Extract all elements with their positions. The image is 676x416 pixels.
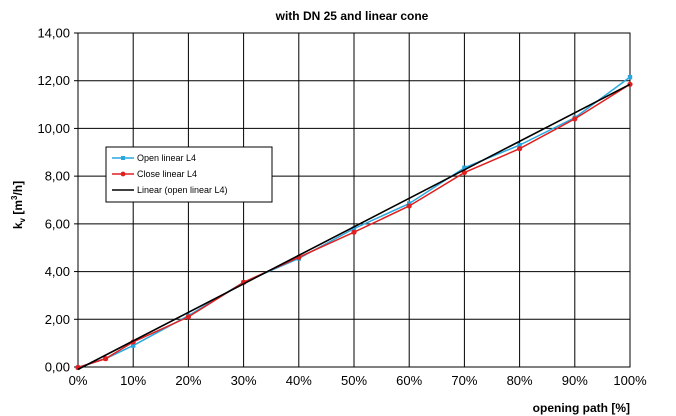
y-tick-label: 0,00 bbox=[45, 360, 70, 375]
x-tick-label: 50% bbox=[341, 373, 367, 388]
y-tick-label: 2,00 bbox=[45, 312, 70, 327]
series-1 bbox=[75, 81, 633, 371]
x-tick-label: 100% bbox=[613, 373, 647, 388]
y-tick-label: 12,00 bbox=[37, 73, 70, 88]
x-tick-label: 90% bbox=[562, 373, 588, 388]
legend-label: Close linear L4 bbox=[137, 169, 197, 179]
y-tick-label: 14,00 bbox=[37, 26, 70, 41]
series-line bbox=[77, 83, 631, 369]
plot-frame bbox=[77, 32, 631, 368]
series-line bbox=[77, 83, 631, 371]
x-tick-label: 0% bbox=[69, 373, 88, 388]
x-tick-label: 80% bbox=[507, 373, 533, 388]
y-tick-label: 4,00 bbox=[45, 264, 70, 279]
legend-swatch-marker bbox=[121, 156, 125, 160]
legend-label: Linear (open linear L4) bbox=[137, 185, 228, 195]
data-point bbox=[572, 116, 578, 122]
series-line bbox=[77, 76, 631, 369]
y-tick-label: 10,00 bbox=[37, 121, 70, 136]
data-point bbox=[627, 74, 633, 80]
data-point bbox=[103, 356, 109, 362]
legend-swatch-marker bbox=[120, 171, 126, 177]
data-point bbox=[351, 226, 357, 231]
legend: Open linear L4 Close linear L4 Linear (ope… bbox=[105, 146, 273, 203]
x-tick-label: 10% bbox=[120, 373, 146, 388]
legend-label: Open linear L4 bbox=[137, 153, 196, 163]
x-tick-label: 70% bbox=[451, 373, 477, 388]
x-tick-label: 60% bbox=[396, 373, 422, 388]
data-point bbox=[406, 203, 412, 209]
series-2 bbox=[77, 83, 631, 371]
data-point bbox=[517, 146, 523, 152]
data-point bbox=[462, 165, 467, 170]
y-tick-label: 6,00 bbox=[45, 216, 70, 231]
chart-title: with DN 25 and linear cone bbox=[275, 9, 429, 23]
data-point bbox=[351, 229, 357, 235]
x-tick-label: 20% bbox=[175, 373, 201, 388]
y-tick-label: 8,00 bbox=[45, 169, 70, 184]
x-tick-label: 30% bbox=[231, 373, 257, 388]
series-layer bbox=[75, 74, 633, 371]
x-tick-label: 40% bbox=[286, 373, 312, 388]
x-axis-label: opening path [%] bbox=[533, 401, 630, 415]
data-point bbox=[185, 314, 191, 320]
y-axis-label: kv [m3/h] bbox=[10, 181, 27, 229]
data-point bbox=[517, 142, 522, 148]
axes: 0% 10% 20% 30% 40% 50% 60% 70% 80% 90% 100% 0,00 2,0… bbox=[37, 26, 647, 389]
data-point bbox=[131, 343, 136, 348]
